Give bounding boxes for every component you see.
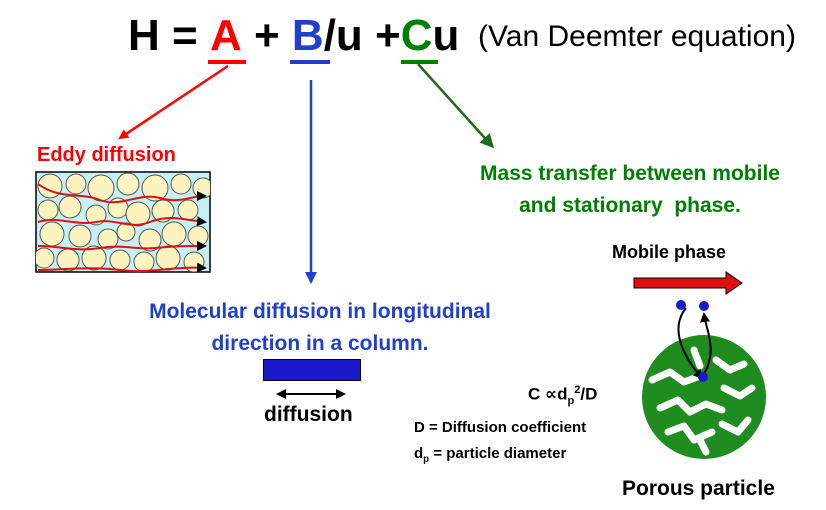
mass-transfer-line-1: Mass transfer between mobile [480,162,780,185]
eq-plus-1: + [253,11,280,60]
eddy-diffusion-label: Eddy diffusion [37,144,176,166]
eq-h: H [128,11,160,60]
diffusion-label: diffusion [264,403,353,426]
c-sub: p [567,395,575,408]
d-definition: D = Diffusion coefficient [414,419,587,436]
dp-main: d [414,445,424,462]
c-prefix: C ∝d [528,384,568,404]
molecular-diffusion-label: Molecular diffusion in longitudinal dire… [80,296,560,360]
arrow-to-mass-transfer [417,63,495,149]
eq-over-u: /u [323,11,363,60]
mobile-phase-label: Mobile phase [612,242,727,262]
eq-term-b: B [291,11,324,60]
eq-term-a: A [209,11,242,60]
eq-equals: = [172,11,198,60]
van-deemter-equation: H = A + B/u +Cu [128,10,459,62]
c-sup: 2 [574,384,581,396]
equation-name: (Van Deemter equation) [478,20,796,53]
arrow-to-eddy [118,64,229,140]
packed-bed-illustration [35,171,211,273]
porous-particle-illustration [642,300,766,459]
mobile-phase-arrow [633,271,743,295]
molecular-line-1: Molecular diffusion in longitudinal [149,300,491,323]
eq-u: u [432,11,460,60]
c-proportionality: C ∝dp2/D [528,384,597,407]
c-suffix: /D [580,384,598,404]
mass-transfer-line-2: and stationary phase. [519,194,741,217]
dp-rest: = particle diameter [429,445,567,462]
column-bar [263,359,361,381]
mass-transfer-label: Mass transfer between mobile and station… [410,158,826,222]
dp-sub: p [423,454,430,465]
molecular-line-2: direction in a column. [211,332,429,355]
eq-term-c: C [400,11,433,60]
dp-definition: dp = particle diameter [414,445,566,465]
eq-plus-2: + [375,11,401,60]
porous-particle-label: Porous particle [622,477,775,500]
